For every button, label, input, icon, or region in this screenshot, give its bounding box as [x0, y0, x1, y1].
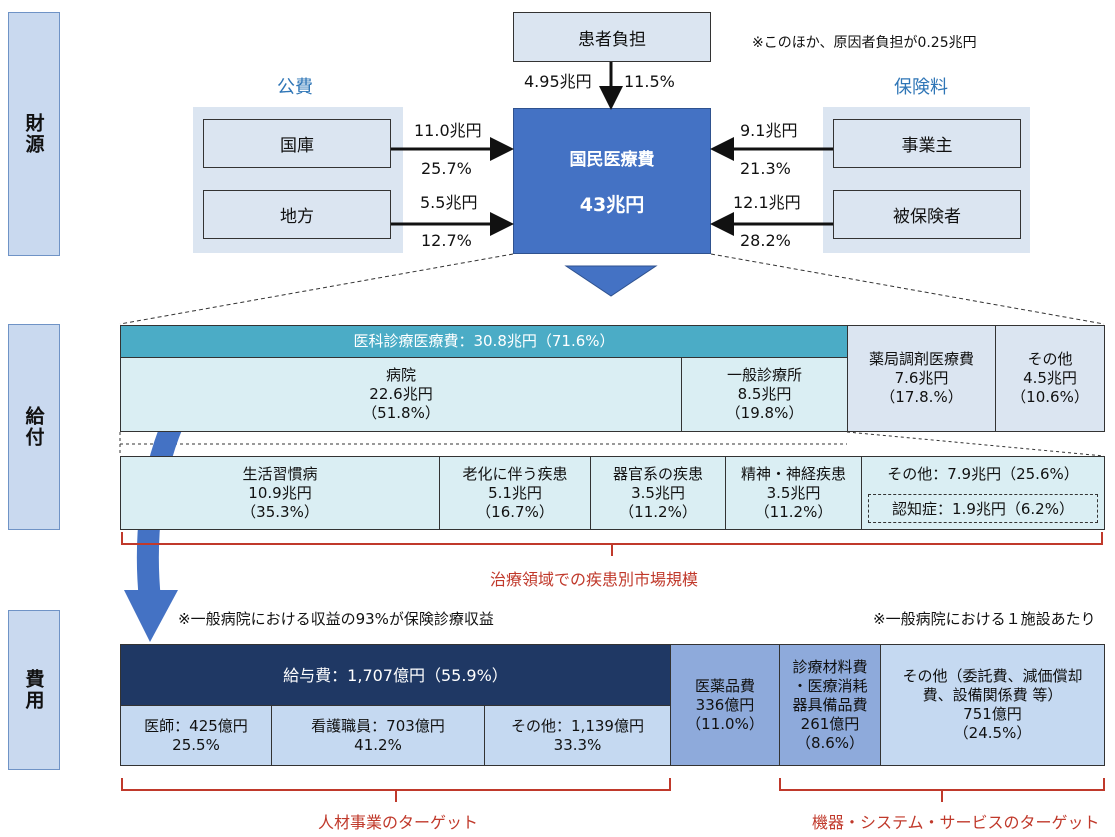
target-right: 機器・システム・サービスのターゲット	[812, 813, 1100, 832]
side-label-hiyou: 費用	[8, 610, 60, 770]
patient-amount: 4.95兆円	[524, 72, 592, 91]
kyuyo-header: 給与費：1,707億円（55.9%）	[120, 644, 671, 706]
ippan-cell: 一般診療所 8.5兆円 （19.8%）	[681, 357, 848, 432]
target-left: 人材事業のターゲット	[318, 813, 479, 832]
chiho-amount: 5.5兆円	[420, 193, 478, 212]
side-label-zaigen: 財源	[8, 12, 60, 256]
kokko-amount: 11.0兆円	[414, 121, 482, 140]
disease-other: その他：7.9兆円（25.6%）	[861, 456, 1105, 530]
patient-pct: 11.5%	[624, 72, 675, 91]
zairyo-cell: 診療材料費 ・医療消耗 器具備品費 261億円 （8.6%）	[779, 644, 881, 766]
disease-lifestyle: 生活習慣病 10.9兆円 （35.3%）	[120, 456, 440, 530]
byoin-cell: 病院 22.6兆円 （51.8%）	[120, 357, 682, 432]
center-amount: 43兆円	[579, 194, 645, 216]
hihoken-amount: 12.1兆円	[733, 193, 801, 212]
note-right: ※一般病院における１施設あたり	[873, 610, 1096, 628]
yakkyoku-cell: 薬局調剤医療費 7.6兆円 （17.8.%）	[847, 325, 996, 432]
down-triangle-icon	[564, 265, 658, 297]
kokko-box: 国庫	[203, 119, 391, 168]
ishi-cell: 医師：425億円 25.5%	[120, 705, 272, 766]
chiho-pct: 12.7%	[421, 231, 472, 250]
hihoken-pct: 28.2%	[740, 231, 791, 250]
iyakuhin-cell: 医薬品費 336億円 （11.0%）	[670, 644, 780, 766]
disease-mental: 精神・神経疾患 3.5兆円 （11.2%）	[725, 456, 862, 530]
hr-target-brace	[121, 778, 671, 802]
market-label: 治療領域での疾患別市場規模	[490, 570, 699, 589]
hihoken-box: 被保険者	[833, 190, 1021, 239]
jigyo-box: 事業主	[833, 119, 1021, 168]
national-medical-cost-box: 国民医療費 43兆円	[513, 108, 711, 254]
side-label-kyufu: 給付	[8, 324, 60, 530]
disease-organ: 器官系の疾患 3.5兆円 （11.2%）	[590, 456, 726, 530]
center-title: 国民医療費	[569, 150, 655, 170]
hokenryo-title: 保険料	[894, 77, 948, 98]
kokko-pct: 25.7%	[421, 159, 472, 178]
kango-cell: 看護職員：703億円 41.2%	[271, 705, 485, 766]
market-brace	[121, 532, 1103, 556]
ninchisho-box: 認知症：1.9兆円（6.2%）	[868, 494, 1098, 523]
ika-header: 医科診療医療費：30.8兆円（71.6%）	[120, 325, 848, 358]
kouhi-title: 公費	[277, 77, 313, 98]
chiho-box: 地方	[203, 190, 391, 239]
kyufu-other-cell: その他 4.5兆円 （10.6%）	[995, 325, 1105, 432]
patient-burden-box: 患者負担	[513, 12, 711, 62]
jigyo-amount: 9.1兆円	[740, 121, 798, 140]
disease-aging: 老化に伴う疾患 5.1兆円 （16.7%）	[439, 456, 591, 530]
note-left: ※一般病院における収益の93%が保険診療収益	[178, 610, 494, 628]
kyuyo-other-cell: その他：1,139億円 33.3%	[484, 705, 671, 766]
cause-note: ※このほか、原因者負担が0.25兆円	[752, 35, 977, 51]
jigyo-pct: 21.3%	[740, 159, 791, 178]
equipment-target-brace	[779, 778, 1105, 802]
hiyou-other-cell: その他（委託費、減価償却 費、設備関係費 等） 751億円 （24.5%）	[880, 644, 1105, 766]
